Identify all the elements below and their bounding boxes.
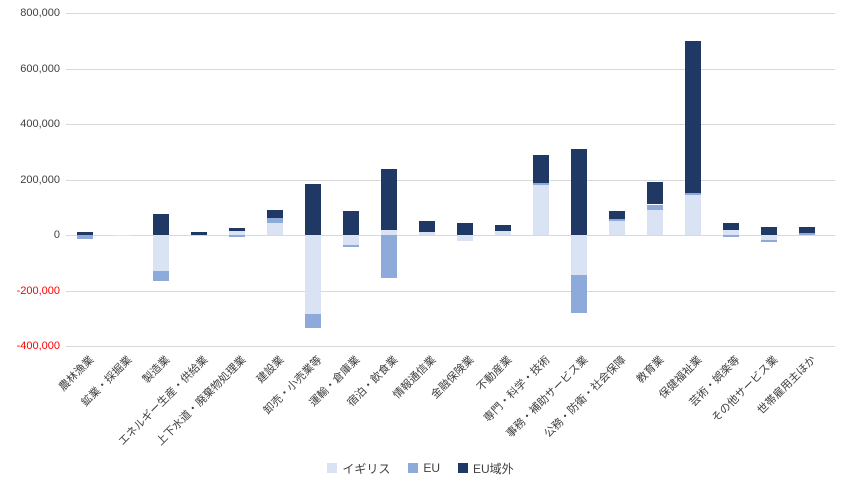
bar-segment-イギリス-公務・防衛・社会保障 bbox=[609, 221, 625, 235]
bar-segment-EU-農林漁業 bbox=[77, 235, 93, 240]
bar-segment-EU域外-卸売・小売業等 bbox=[305, 183, 321, 235]
gridline--400000 bbox=[66, 346, 835, 347]
legend-label-eu: EU bbox=[423, 461, 440, 475]
legend-swatch-eu-icon bbox=[408, 463, 419, 473]
bar-segment-イギリス-情報通信業 bbox=[419, 231, 435, 235]
bar-segment-イギリス-不動産業 bbox=[495, 230, 511, 235]
bar-segment-EU-運輸・倉庫業 bbox=[343, 245, 359, 248]
legend-label-noneu: EU域外 bbox=[473, 461, 514, 476]
bar-segment-EU-上下水道・廃棄物処理業 bbox=[229, 235, 245, 237]
bar-segment-EU域外-専門・科学・技術 bbox=[533, 155, 549, 184]
y-axis-tick-label: 600,000 bbox=[20, 63, 60, 75]
bar-segment-EU域外-芸術・娯楽等 bbox=[723, 223, 739, 230]
bar-segment-イギリス-鉱業・採掘業 bbox=[115, 235, 131, 237]
bar-segment-イギリス-卸売・小売業等 bbox=[305, 235, 321, 315]
y-axis-tick-label: -200,000 bbox=[16, 285, 60, 297]
bar-segment-イギリス-教育業 bbox=[647, 210, 663, 235]
y-axis-tick-label: -400,000 bbox=[16, 340, 60, 352]
bar-segment-イギリス-運輸・倉庫業 bbox=[343, 235, 359, 246]
bar-segment-EU-卸売・小売業等 bbox=[305, 314, 321, 328]
bar-segment-EU-その他サービス業 bbox=[761, 240, 777, 242]
bar-segment-イギリス-その他サービス業 bbox=[761, 235, 777, 240]
bar-segment-EU域外-宿泊・飲食業 bbox=[381, 169, 397, 231]
bar-segment-EU域外-建設業 bbox=[267, 209, 283, 219]
bar-segment-EU-保健福祉業 bbox=[685, 192, 701, 195]
gridline-0 bbox=[66, 235, 835, 236]
legend-label-uk: イギリス bbox=[342, 461, 391, 476]
bar-segment-EU-宿泊・飲食業 bbox=[381, 235, 397, 278]
legend-item-noneu: EU域外 bbox=[458, 460, 514, 477]
bar-segment-イギリス-芸術・娯楽等 bbox=[723, 230, 739, 235]
legend-swatch-noneu-icon bbox=[458, 463, 468, 473]
bar-segment-イギリス-宿泊・飲食業 bbox=[381, 230, 397, 235]
bar-segment-EU域外-情報通信業 bbox=[419, 221, 435, 232]
bar-segment-EU域外-公務・防衛・社会保障 bbox=[609, 210, 625, 219]
y-axis-tick-label: 400,000 bbox=[20, 118, 60, 130]
bar-segment-EU域外-事務・補助サービス業 bbox=[571, 149, 587, 235]
y-axis-tick-label: 0 bbox=[53, 229, 60, 241]
bar-segment-EU域外-エネルギー生産・供給業 bbox=[191, 232, 207, 235]
bar-segment-EU域外-保健福祉業 bbox=[685, 40, 701, 193]
gridline-200000 bbox=[66, 180, 835, 181]
bar-segment-イギリス-事務・補助サービス業 bbox=[571, 235, 587, 276]
bar-segment-EU-専門・科学・技術 bbox=[533, 183, 549, 185]
bar-segment-EU域外-教育業 bbox=[647, 182, 663, 205]
bar-segment-EU域外-上下水道・廃棄物処理業 bbox=[229, 228, 245, 231]
bar-segment-イギリス-保健福祉業 bbox=[685, 194, 701, 235]
bar-segment-イギリス-製造業 bbox=[153, 235, 169, 272]
bar-segment-EU域外-金融保険業 bbox=[457, 223, 473, 235]
bar-segment-EU域外-世帯雇用主ほか bbox=[799, 227, 815, 233]
bar-segment-イギリス-上下水道・廃棄物処理業 bbox=[229, 230, 245, 235]
bar-segment-EU域外-製造業 bbox=[153, 214, 169, 235]
bar-segment-EU-世帯雇用主ほか bbox=[799, 232, 815, 235]
bar-segment-イギリス-建設業 bbox=[267, 222, 283, 235]
bar-segment-EU域外-運輸・倉庫業 bbox=[343, 211, 359, 235]
bar-segment-EU-事務・補助サービス業 bbox=[571, 275, 587, 314]
legend-item-uk: イギリス bbox=[327, 460, 390, 477]
bar-segment-EU-製造業 bbox=[153, 271, 169, 282]
bar-segment-EU域外-その他サービス業 bbox=[761, 227, 777, 235]
legend-swatch-uk-icon bbox=[327, 463, 338, 473]
gridline--200000 bbox=[66, 291, 835, 292]
legend-item-eu: EU bbox=[408, 461, 440, 475]
legend: イギリス EU EU域外 bbox=[0, 458, 841, 478]
bar-segment-EU-教育業 bbox=[647, 204, 663, 211]
bar-segment-EU域外-不動産業 bbox=[495, 225, 511, 231]
bar-segment-EU-建設業 bbox=[267, 218, 283, 223]
bar-segment-EU-公務・防衛・社会保障 bbox=[609, 218, 625, 222]
bar-segment-イギリス-専門・科学・技術 bbox=[533, 185, 549, 236]
bar-segment-EU-芸術・娯楽等 bbox=[723, 235, 739, 238]
bar-segment-イギリス-金融保険業 bbox=[457, 235, 473, 241]
bar-segment-EU域外-農林漁業 bbox=[77, 231, 93, 235]
gridline-800000 bbox=[66, 13, 835, 14]
gridline-600000 bbox=[66, 69, 835, 70]
y-axis-tick-label: 200,000 bbox=[20, 174, 60, 186]
gridline-400000 bbox=[66, 124, 835, 125]
y-axis-tick-label: 800,000 bbox=[20, 7, 60, 19]
